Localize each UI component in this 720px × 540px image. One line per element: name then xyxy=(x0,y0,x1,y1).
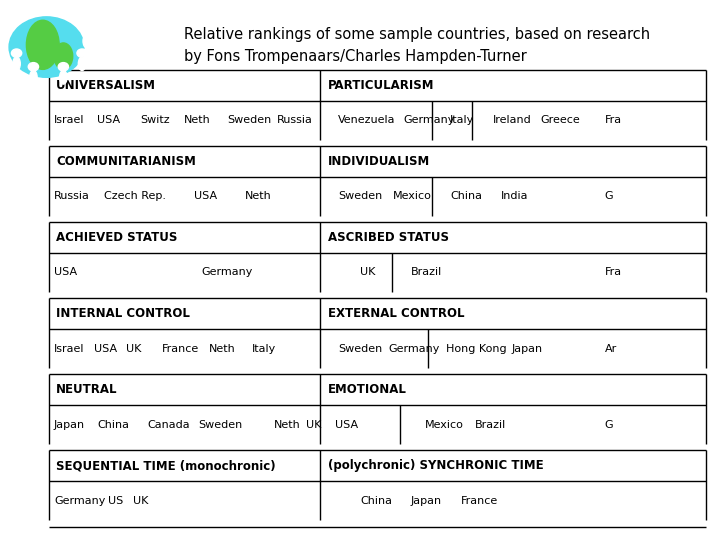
Ellipse shape xyxy=(13,57,20,71)
Text: EXTERNAL CONTROL: EXTERNAL CONTROL xyxy=(328,307,464,320)
Text: China: China xyxy=(360,496,392,505)
Text: Israel: Israel xyxy=(54,343,84,354)
Ellipse shape xyxy=(60,71,67,84)
Text: Sweden: Sweden xyxy=(338,192,382,201)
Text: USA: USA xyxy=(54,267,77,278)
Text: Relative rankings of some sample countries, based on research: Relative rankings of some sample countri… xyxy=(184,27,649,42)
Text: China: China xyxy=(450,192,482,201)
Ellipse shape xyxy=(78,57,86,71)
Text: SEQUENTIAL TIME (monochronic): SEQUENTIAL TIME (monochronic) xyxy=(56,459,276,472)
Circle shape xyxy=(28,63,39,71)
Text: Greece: Greece xyxy=(540,116,580,125)
Text: Russia: Russia xyxy=(277,116,313,125)
Text: Brazil: Brazil xyxy=(410,267,441,278)
Text: USA: USA xyxy=(335,420,358,430)
Text: INDIVIDUALISM: INDIVIDUALISM xyxy=(328,155,430,168)
Circle shape xyxy=(77,49,87,57)
Text: Japan: Japan xyxy=(54,420,85,430)
Text: Germany: Germany xyxy=(202,267,253,278)
Ellipse shape xyxy=(30,71,37,84)
Text: USA: USA xyxy=(94,343,117,354)
Text: UK: UK xyxy=(306,420,321,430)
Text: Neth: Neth xyxy=(184,116,210,125)
Text: Mexico: Mexico xyxy=(425,420,464,430)
Text: France: France xyxy=(461,496,498,505)
Text: ACHIEVED STATUS: ACHIEVED STATUS xyxy=(56,231,178,244)
Text: Israel: Israel xyxy=(54,116,84,125)
Text: USA: USA xyxy=(194,192,217,201)
Text: G: G xyxy=(605,420,613,430)
Text: UK: UK xyxy=(133,496,148,505)
Text: COMMUNITARIANISM: COMMUNITARIANISM xyxy=(56,155,196,168)
Text: Japan: Japan xyxy=(511,343,542,354)
Text: UNIVERSALISM: UNIVERSALISM xyxy=(56,79,156,92)
Text: INTERNAL CONTROL: INTERNAL CONTROL xyxy=(56,307,190,320)
Ellipse shape xyxy=(83,34,91,48)
Text: Fra: Fra xyxy=(605,116,622,125)
Text: Ireland: Ireland xyxy=(493,116,532,125)
Text: USA: USA xyxy=(97,116,120,125)
Text: Neth: Neth xyxy=(274,420,300,430)
Text: PARTICULARISM: PARTICULARISM xyxy=(328,79,434,92)
Text: Sweden: Sweden xyxy=(227,116,271,125)
Text: India: India xyxy=(500,192,528,201)
Text: France: France xyxy=(162,343,199,354)
Text: Russia: Russia xyxy=(54,192,90,201)
Text: UK: UK xyxy=(126,343,141,354)
Text: by Fons Trompenaars/Charles Hampden-Turner: by Fons Trompenaars/Charles Hampden-Turn… xyxy=(184,49,526,64)
Ellipse shape xyxy=(27,20,59,70)
Text: Germany: Germany xyxy=(403,116,454,125)
Text: G: G xyxy=(605,192,613,201)
Text: Brazil: Brazil xyxy=(475,420,506,430)
Text: Hong Kong: Hong Kong xyxy=(446,343,507,354)
Text: NEUTRAL: NEUTRAL xyxy=(56,383,117,396)
Text: (polychronic) SYNCHRONIC TIME: (polychronic) SYNCHRONIC TIME xyxy=(328,459,543,472)
Text: Germany: Germany xyxy=(389,343,440,354)
Text: Mexico: Mexico xyxy=(392,192,431,201)
Text: US: US xyxy=(108,496,123,505)
Text: Switz: Switz xyxy=(140,116,170,125)
Circle shape xyxy=(12,49,22,57)
Text: Neth: Neth xyxy=(209,343,235,354)
Text: Neth: Neth xyxy=(245,192,271,201)
Text: UK: UK xyxy=(360,267,375,278)
Text: EMOTIONAL: EMOTIONAL xyxy=(328,383,407,396)
Text: China: China xyxy=(97,420,129,430)
Text: Sweden: Sweden xyxy=(338,343,382,354)
Text: Canada: Canada xyxy=(148,420,190,430)
Circle shape xyxy=(81,26,92,35)
Text: Japan: Japan xyxy=(410,496,441,505)
Circle shape xyxy=(9,17,84,77)
Text: Italy: Italy xyxy=(450,116,474,125)
Text: Germany: Germany xyxy=(54,496,105,505)
Text: Czech Rep.: Czech Rep. xyxy=(104,192,166,201)
Text: Venezuela: Venezuela xyxy=(338,116,396,125)
Text: Sweden: Sweden xyxy=(198,420,242,430)
Text: Fra: Fra xyxy=(605,267,622,278)
Text: Ar: Ar xyxy=(605,343,617,354)
Ellipse shape xyxy=(54,43,73,70)
Text: ASCRIBED STATUS: ASCRIBED STATUS xyxy=(328,231,449,244)
Circle shape xyxy=(58,63,68,71)
Text: Italy: Italy xyxy=(252,343,276,354)
